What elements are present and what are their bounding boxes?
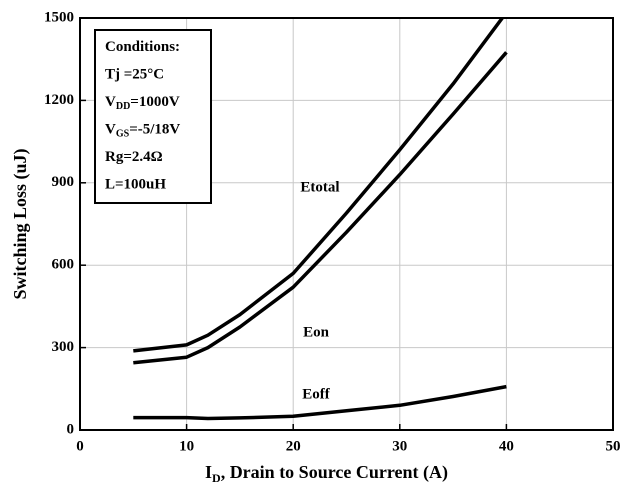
series-label: Etotal: [300, 179, 339, 195]
y-tick-label: 1200: [44, 92, 74, 108]
series-line: [133, 51, 508, 365]
y-axis-label: Switching Loss (uJ): [10, 148, 31, 299]
y-tick-label: 1500: [44, 9, 74, 25]
condition-line: VGS=-5/18V: [105, 122, 180, 140]
x-label-subscript: D: [212, 471, 221, 485]
series-line: [133, 384, 507, 421]
x-tick-label: 10: [179, 438, 194, 454]
condition-text: Rg=2.4Ω: [105, 149, 163, 165]
x-tick-label: 0: [76, 438, 84, 454]
y-tick-label: 600: [52, 257, 75, 273]
condition-line: L=100uH: [105, 177, 166, 193]
condition-subscript: DD: [116, 101, 130, 112]
condition-subscript: GS: [116, 129, 130, 140]
series-label: Eon: [303, 324, 330, 340]
condition-text: L=100uH: [105, 177, 166, 193]
conditions-box: [94, 29, 212, 204]
x-tick-label: 20: [286, 438, 301, 454]
x-label-text: I: [205, 462, 212, 482]
condition-line: Rg=2.4Ω: [105, 149, 163, 165]
condition-text: V: [105, 122, 116, 138]
condition-text: Tj =25°C: [105, 67, 164, 83]
y-tick-label: 900: [52, 174, 75, 190]
x-tick-label: 50: [606, 438, 621, 454]
condition-text: =-5/18V: [129, 122, 180, 138]
y-tick-label: 0: [67, 421, 75, 437]
x-axis-label: ID, Drain to Source Current (A): [205, 462, 448, 485]
series-line: [133, 18, 505, 353]
condition-line: Tj =25°C: [105, 67, 164, 83]
plot-frame: [79, 17, 614, 431]
x-label-text: , Drain to Source Current (A): [221, 462, 448, 483]
series-label: Eoff: [302, 386, 331, 402]
condition-line: VDD=1000V: [105, 94, 180, 112]
condition-text: V: [105, 94, 116, 110]
x-tick-label: 40: [499, 438, 514, 454]
y-tick-label: 300: [52, 339, 75, 355]
condition-text: Conditions:: [105, 39, 180, 55]
plot-lines: [133, 18, 508, 421]
condition-text: =1000V: [130, 94, 180, 110]
condition-line: Conditions:: [105, 39, 180, 55]
x-tick-label: 30: [392, 438, 407, 454]
